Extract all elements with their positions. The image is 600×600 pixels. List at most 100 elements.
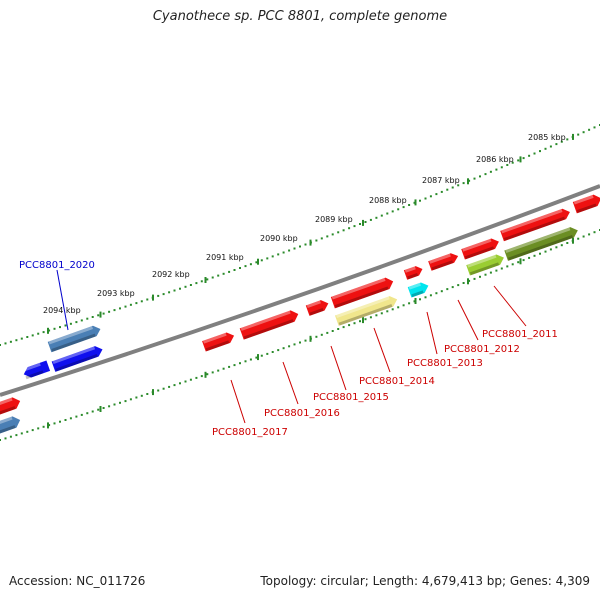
inner-ruler-dot [457, 284, 460, 287]
gene-label-leaders [56, 269, 527, 424]
inner-ruler-dot [146, 393, 149, 395]
outer-ruler-dot [184, 285, 187, 288]
gene-feature-other[interactable] [504, 225, 579, 261]
inner-ruler-dot [304, 339, 307, 342]
inner-ruler-major-tick [99, 406, 102, 412]
gene-feature-forward-body [428, 253, 459, 271]
inner-ruler-dot [320, 333, 323, 336]
outer-ruler-dot [348, 227, 351, 230]
gene-feature-reverse[interactable] [22, 360, 51, 380]
inner-ruler-dot [53, 422, 56, 425]
inner-ruler-dot [206, 373, 209, 376]
outer-ruler-dot [533, 152, 536, 155]
gene-feature-forward[interactable] [51, 344, 105, 372]
inner-ruler-dot [282, 347, 285, 350]
inner-ruler-dot [544, 250, 547, 253]
inner-ruler-dot [446, 288, 449, 291]
inner-ruler-dot [555, 246, 558, 249]
gene-label-2014: PCC8801_2014 [359, 376, 435, 387]
gene-feature-other[interactable] [47, 324, 103, 353]
outer-ruler-dot [424, 197, 427, 200]
inner-ruler-dot [517, 261, 520, 264]
gene-feature-forward[interactable] [461, 236, 500, 260]
gene-feature-other[interactable] [334, 294, 399, 326]
gene-feature-other-shade [338, 304, 393, 326]
inner-ruler-dot [522, 259, 525, 262]
outer-ruler-major-tick [519, 156, 522, 163]
outer-ruler-major-tick [309, 239, 312, 246]
inner-ruler-dot [566, 242, 569, 244]
leader-line-2014 [373, 327, 391, 373]
gene-feature-forward-shade [503, 216, 566, 241]
inner-ruler-dot [293, 343, 296, 346]
inner-ruler-dot [162, 387, 165, 390]
gene-feature-forward[interactable] [428, 251, 460, 271]
outer-ruler-dot [146, 298, 149, 301]
outer-ruler-dot [124, 305, 127, 308]
gene-feature-forward[interactable] [403, 264, 424, 280]
inner-ruler-dot [440, 290, 443, 293]
topology-text: Topology: circular; Length: 4,679,413 bp… [260, 574, 590, 588]
outer-ruler-dot [408, 204, 411, 206]
outer-ruler-major-tick [152, 294, 154, 301]
outer-ruler-dot [451, 186, 454, 189]
gene-feature-other[interactable] [407, 280, 431, 298]
inner-ruler-dot [260, 354, 263, 357]
gene-feature-forward[interactable] [305, 298, 330, 316]
inner-ruler-dot [424, 296, 427, 299]
outer-ruler-dot [239, 267, 241, 269]
gene-feature-other[interactable] [466, 252, 505, 276]
leader-line-2013 [426, 311, 438, 355]
outer-ruler-dot [200, 280, 203, 283]
outer-ruler-dot [195, 282, 198, 285]
outer-ruler-dot [375, 216, 378, 219]
outer-ruler-dot [211, 276, 214, 279]
inner-ruler-dot [69, 417, 72, 420]
gene-feature-forward[interactable] [500, 207, 572, 242]
outer-ruler-dot [97, 314, 100, 317]
gene-feature-forward[interactable] [0, 414, 22, 436]
leader-line-2020 [56, 269, 69, 331]
outer-ruler-dot [266, 257, 269, 260]
accession-text: Accession: NC_011726 [9, 574, 146, 588]
inner-ruler-dot [266, 352, 269, 355]
gene-feature-forward[interactable] [202, 330, 236, 352]
gene-feature-forward-shade [309, 308, 324, 316]
gene-feature-forward-body [51, 346, 103, 372]
gene-feature-forward[interactable] [239, 308, 301, 340]
gene-feature-forward-body [572, 194, 600, 214]
inner-ruler-dot [48, 424, 51, 427]
inner-ruler-dot [9, 435, 12, 438]
outer-ruler-dot [489, 170, 492, 173]
inner-ruler-dot [577, 237, 580, 240]
leader-line-2016 [282, 361, 299, 405]
gene-feature-forward[interactable] [572, 193, 600, 214]
gene-features [0, 193, 600, 436]
outer-ruler-dot [59, 326, 61, 329]
inner-ruler-dot [473, 277, 476, 280]
gene-feature-forward-body [403, 266, 423, 280]
inner-ruler-dot [157, 389, 160, 392]
gene-feature-other-highlight [467, 254, 497, 268]
gene-feature-other-body [466, 254, 504, 276]
outer-ruler-dot [315, 239, 318, 242]
inner-ruler-dot [506, 265, 509, 268]
inner-ruler-dot [233, 364, 236, 367]
inner-ruler-dot [173, 384, 176, 387]
inner-ruler-dot [140, 394, 143, 397]
gene-feature-forward-body [461, 238, 499, 260]
outer-ruler-dot [468, 179, 471, 182]
outer-ruler-dot [102, 312, 105, 315]
outer-ruler-dot [42, 331, 45, 334]
gene-feature-forward[interactable] [0, 395, 22, 417]
outer-ruler-dot [364, 221, 367, 223]
inner-ruler-dot [359, 320, 361, 323]
gene-feature-forward[interactable] [330, 276, 395, 309]
outer-ruler-major-tick [47, 327, 49, 334]
outer-ruler-dot [506, 164, 509, 166]
inner-ruler-dot [369, 316, 372, 319]
inner-ruler-major-tick [414, 298, 417, 304]
gene-feature-reverse-body [23, 360, 51, 378]
inner-ruler-dot [528, 256, 531, 259]
